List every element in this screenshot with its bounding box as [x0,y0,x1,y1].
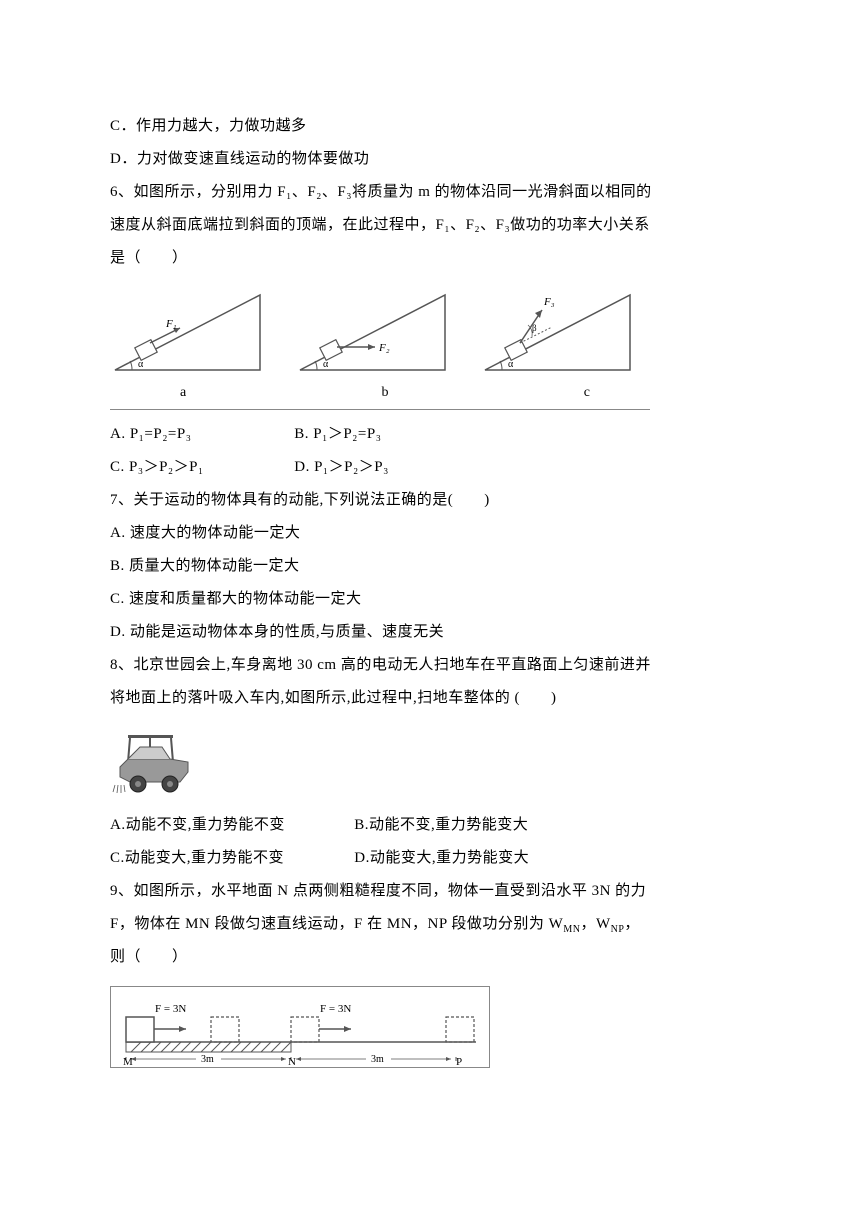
q6-options-row1: A. P₁=P₂=P₃ B. P₁＞P₂=P₃ [110,418,750,451]
q9-text-1: 9、如图所示，水平地面 N 点两侧粗糙程度不同，物体一直受到沿水平 3N 的力 [110,875,750,908]
q6-label-c: c [584,385,590,401]
q9-point-n: N [288,1056,296,1067]
q6-option-a: A. P₁=P₂=P₃ [110,418,290,451]
q6-force3-label: F₃ [543,296,555,308]
q6-diagram-row: α F₁ α F₂ α β F₃ [110,285,750,380]
q8-options-row2: C.动能变大,重力势能不变 D.动能变大,重力势能变大 [110,842,750,875]
q8-text-2: 将地面上的落叶吸入车内,如图所示,此过程中,扫地车整体的 ( ) [110,682,750,715]
q6-options-row2: C. P₃＞P₂＞P₁ D. P₁＞P₂＞P₃ [110,451,750,484]
q7-text: 7、关于运动的物体具有的动能,下列说法正确的是( ) [110,484,750,517]
q9-text-2: F，物体在 MN 段做匀速直线运动，F 在 MN，NP 段做功分别为 WMN，W… [110,908,750,941]
q6-incline-a: α F₁ [110,285,265,380]
q9-f2-label: F = 3N [320,1003,351,1015]
q9-f1-label: F = 3N [155,1003,186,1015]
q7-option-d: D. 动能是运动物体本身的性质,与质量、速度无关 [110,616,750,649]
q7-option-a: A. 速度大的物体动能一定大 [110,517,750,550]
q9-text-3: 则（ ） [110,941,750,974]
q8-option-a: A.动能不变,重力势能不变 [110,809,350,842]
q8-sweeper-image [110,727,205,797]
q6-separator [110,409,650,410]
q8-option-c: C.动能变大,重力势能不变 [110,842,350,875]
q6-text-1: 6、如图所示，分别用力 F₁、F₂、F₃将质量为 m 的物体沿同一光滑斜面以相同… [110,176,750,209]
q6-option-b: B. P₁＞P₂=P₃ [294,426,381,442]
q6-option-c: C. P₃＞P₂＞P₁ [110,451,290,484]
q7-option-b: B. 质量大的物体动能一定大 [110,550,750,583]
q6-force1-label: F₁ [165,318,177,330]
q6-option-d: D. P₁＞P₂＞P₃ [294,459,389,475]
q6-label-b: b [382,385,389,401]
q8-option-b: B.动能不变,重力势能变大 [354,817,528,833]
q5-option-c: C．作用力越大，力做功越多 [110,110,750,143]
q8-text-1: 8、北京世园会上,车身离地 30 cm 高的电动无人扫地车在平直路面上匀速前进并 [110,649,750,682]
q6-text-3: 是（ ） [110,242,750,275]
q9-force-diagram: F = 3N F = 3N 3m 3m M N P [110,986,490,1068]
q8-options-row1: A.动能不变,重力势能不变 B.动能不变,重力势能变大 [110,809,750,842]
q6-force2-label: F₂ [378,342,390,354]
q6-label-a: a [180,385,186,401]
q9-point-p: P [456,1056,462,1067]
q7-option-c: C. 速度和质量都大的物体动能一定大 [110,583,750,616]
q5-option-d: D．力对做变速直线运动的物体要做功 [110,143,750,176]
q6-incline-b: α F₂ [295,285,450,380]
q9-dist1: 3m [201,1054,214,1065]
q6-label-row: a b c [110,385,650,401]
q6-text-2: 速度从斜面底端拉到斜面的顶端，在此过程中，F₁、F₂、F₃做功的功率大小关系 [110,209,750,242]
q8-option-d: D.动能变大,重力势能变大 [354,850,529,866]
q9-dist2: 3m [371,1054,384,1065]
q6-beta: β [532,323,537,333]
q6-incline-c: α β F₃ [480,285,635,380]
q9-point-m: M [123,1056,133,1067]
